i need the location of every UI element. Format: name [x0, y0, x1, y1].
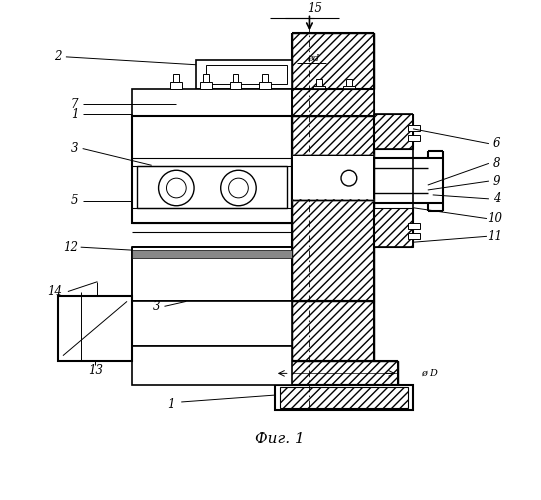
Text: 7: 7 [71, 98, 78, 110]
Bar [313, 86, 325, 94]
Polygon shape [373, 114, 413, 148]
Bar [132, 346, 292, 385]
Bar [259, 82, 271, 90]
Text: 14: 14 [48, 285, 63, 298]
Bar [300, 385, 309, 397]
Bar [408, 234, 420, 239]
Bar [163, 358, 169, 364]
Bar [132, 247, 292, 302]
Polygon shape [292, 33, 373, 90]
Bar [137, 166, 287, 207]
Text: 8: 8 [493, 157, 500, 170]
Bar [170, 82, 182, 90]
Bar [132, 302, 292, 346]
Bar [173, 74, 179, 82]
Text: 1: 1 [168, 398, 175, 411]
Bar [196, 60, 292, 90]
Bar [316, 78, 322, 86]
Bar [223, 358, 229, 364]
Text: 1: 1 [71, 108, 78, 120]
Polygon shape [275, 360, 398, 385]
Bar [408, 224, 420, 230]
Bar [58, 296, 132, 360]
Circle shape [229, 178, 248, 198]
Bar [343, 86, 355, 94]
Bar [252, 358, 258, 364]
Text: 3: 3 [71, 142, 78, 155]
Text: 9: 9 [493, 174, 500, 188]
Bar [408, 135, 420, 140]
Polygon shape [292, 116, 373, 302]
Circle shape [221, 170, 256, 205]
Bar [346, 78, 352, 86]
Bar [233, 74, 239, 82]
Text: 5: 5 [71, 194, 78, 207]
Circle shape [167, 178, 186, 198]
Text: Фиг. 1: Фиг. 1 [255, 432, 305, 446]
Bar [132, 116, 292, 222]
Bar [193, 358, 199, 364]
Text: 15: 15 [307, 2, 322, 15]
Bar [373, 385, 384, 397]
Text: 2: 2 [54, 50, 62, 64]
Text: 4: 4 [493, 192, 500, 205]
Bar [293, 156, 373, 199]
Text: 13: 13 [88, 364, 103, 377]
Polygon shape [280, 387, 408, 408]
Text: 3: 3 [153, 300, 160, 313]
Bar [162, 346, 171, 358]
Bar [132, 250, 292, 258]
Bar [277, 358, 283, 364]
Polygon shape [292, 302, 373, 360]
Polygon shape [373, 208, 413, 247]
Bar [200, 82, 212, 90]
Bar [221, 346, 230, 358]
Bar [229, 82, 241, 90]
Text: ø D: ø D [421, 369, 438, 378]
Text: 12: 12 [63, 240, 78, 254]
Bar [203, 74, 209, 82]
Bar [275, 346, 285, 358]
Bar [132, 90, 292, 116]
Text: 11: 11 [487, 230, 503, 243]
Bar [408, 125, 420, 131]
Circle shape [341, 170, 357, 186]
Bar [262, 74, 268, 82]
Bar [351, 397, 357, 403]
Bar [250, 346, 260, 358]
Bar [275, 385, 413, 410]
Bar [375, 397, 381, 403]
Bar [301, 397, 307, 403]
Bar [206, 64, 287, 84]
Circle shape [159, 170, 194, 205]
Bar [326, 397, 332, 403]
Bar [191, 346, 201, 358]
Polygon shape [292, 90, 373, 116]
Bar [349, 385, 359, 397]
Text: 6: 6 [493, 137, 500, 150]
Text: ød: ød [307, 54, 319, 62]
Text: 10: 10 [487, 212, 503, 225]
Bar [324, 385, 334, 397]
